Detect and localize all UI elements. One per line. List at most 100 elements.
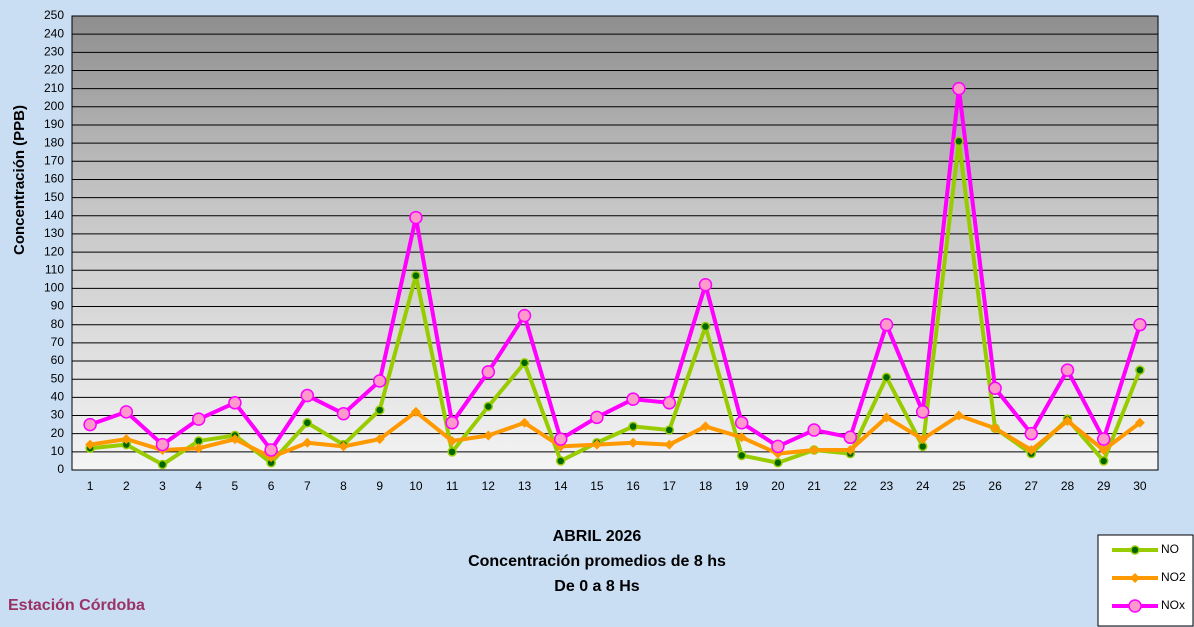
x-tick-label: 19: [735, 479, 749, 493]
marker: [736, 417, 748, 429]
marker: [448, 448, 456, 456]
legend-label: NO: [1161, 542, 1179, 556]
marker: [376, 406, 384, 414]
x-tick-label: 1: [87, 479, 94, 493]
x-tick-label: 17: [663, 479, 677, 493]
marker: [808, 424, 820, 436]
x-tick-label: 11: [446, 479, 459, 493]
marker: [1100, 457, 1108, 465]
title: ABRIL 2026: [553, 528, 642, 545]
y-tick-label: 100: [44, 281, 64, 295]
x-tick-label: 23: [880, 479, 894, 493]
y-tick-label: 90: [51, 299, 65, 313]
y-tick-label: 50: [51, 371, 65, 385]
station: Estación Córdoba: [8, 597, 145, 614]
x-tick-label: 12: [482, 479, 496, 493]
x-tick-label: 25: [952, 479, 966, 493]
x-tick-label: 3: [159, 479, 166, 493]
marker: [157, 439, 169, 451]
y-tick-label: 30: [51, 408, 65, 422]
marker: [557, 457, 565, 465]
y-tick-label: 250: [44, 8, 64, 22]
x-tick-label: 16: [626, 479, 640, 493]
marker: [627, 393, 639, 405]
x-tick-label: 15: [590, 479, 604, 493]
marker: [84, 419, 96, 431]
x-tick-label: 10: [409, 479, 423, 493]
y-tick-label: 120: [44, 244, 64, 258]
marker: [303, 419, 311, 427]
x-tick-label: 5: [232, 479, 239, 493]
x-tick-label: 24: [916, 479, 930, 493]
marker: [774, 459, 782, 467]
marker: [1134, 319, 1146, 331]
y-tick-label: 20: [51, 426, 65, 440]
marker: [591, 411, 603, 423]
x-tick-label: 6: [268, 479, 275, 493]
marker: [1062, 364, 1074, 376]
y-axis-label: Concentración (PPB): [11, 105, 28, 255]
x-tick-label: 14: [554, 479, 568, 493]
y-tick-label: 210: [44, 81, 64, 95]
marker: [663, 397, 675, 409]
x-tick-label: 4: [195, 479, 202, 493]
y-tick-label: 170: [44, 153, 64, 167]
marker: [989, 382, 1001, 394]
marker: [1025, 428, 1037, 440]
x-tick-label: 21: [807, 479, 821, 493]
marker: [482, 366, 494, 378]
marker: [338, 408, 350, 420]
y-tick-label: 110: [45, 262, 64, 276]
marker: [521, 359, 529, 367]
marker: [374, 375, 386, 387]
x-tick-label: 28: [1061, 479, 1075, 493]
legend-marker: [1129, 600, 1141, 612]
x-tick-label: 27: [1025, 479, 1039, 493]
marker: [265, 444, 277, 456]
marker: [1136, 366, 1144, 374]
marker: [484, 402, 492, 410]
x-tick-label: 13: [518, 479, 532, 493]
marker: [702, 323, 710, 331]
y-tick-label: 150: [44, 190, 64, 204]
y-tick-label: 70: [51, 335, 65, 349]
marker: [555, 433, 567, 445]
y-tick-label: 10: [51, 444, 65, 458]
chart: Concentración (PPB) ABRIL 2026 Concentra…: [0, 0, 1194, 627]
y-tick-label: 60: [51, 353, 65, 367]
y-tick-label: 160: [44, 172, 64, 186]
subtitle: De 0 a 8 Hs: [554, 578, 639, 595]
x-tick-label: 20: [771, 479, 785, 493]
x-tick-label: 22: [844, 479, 858, 493]
marker: [193, 413, 205, 425]
y-tick-label: 40: [51, 390, 65, 404]
marker: [955, 137, 963, 145]
marker: [410, 212, 422, 224]
marker: [446, 417, 458, 429]
marker: [772, 440, 784, 452]
legend-marker: [1131, 546, 1139, 554]
marker: [301, 390, 313, 402]
y-tick-label: 180: [44, 135, 64, 149]
y-tick-label: 200: [44, 99, 64, 113]
marker: [229, 397, 241, 409]
y-tick-label: 80: [51, 317, 65, 331]
x-tick-label: 8: [340, 479, 347, 493]
marker: [412, 272, 420, 280]
y-tick-label: 220: [44, 63, 64, 77]
x-tick-label: 29: [1097, 479, 1111, 493]
marker: [665, 426, 673, 434]
marker: [519, 310, 531, 322]
x-tick-label: 18: [699, 479, 713, 493]
y-tick-label: 130: [44, 226, 64, 240]
legend-label: NOx: [1161, 598, 1185, 612]
legend-label: NO2: [1161, 570, 1186, 584]
x-tick-label: 26: [988, 479, 1002, 493]
marker: [738, 451, 746, 459]
x-tick-label: 2: [123, 479, 130, 493]
marker: [700, 279, 712, 291]
x-tick-label: 30: [1133, 479, 1147, 493]
y-tick-label: 240: [44, 26, 64, 40]
x-tick-label: 7: [304, 479, 311, 493]
y-tick-label: 230: [44, 44, 64, 58]
